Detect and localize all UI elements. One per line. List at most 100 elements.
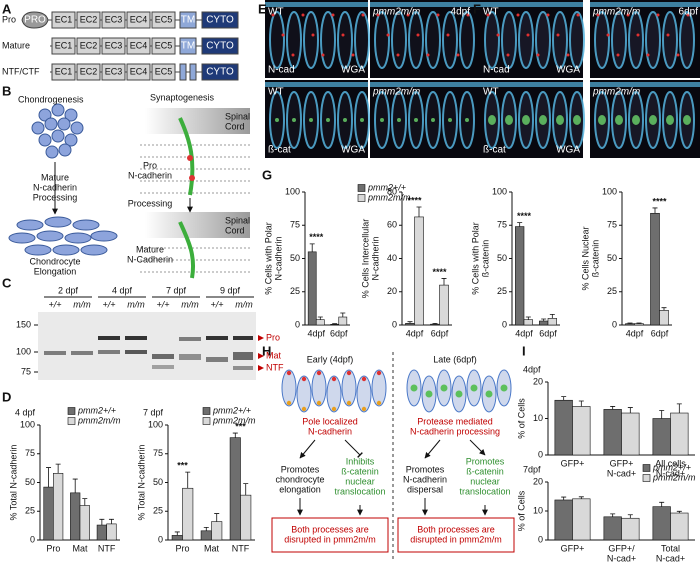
legend-label: pmm2+/+	[367, 182, 406, 192]
cyto-domain	[201, 11, 239, 29]
cell-outline	[408, 11, 424, 69]
ncad-dot	[426, 53, 430, 57]
y-tick-label: 100	[20, 419, 35, 429]
y-axis-label: % Cells with Polar	[263, 222, 273, 295]
label: N-Cadherin	[127, 254, 173, 264]
bar	[307, 251, 317, 326]
bar	[338, 316, 348, 326]
chart-title: 4 dpf	[15, 407, 36, 417]
x-tick-label: N-cad+	[656, 468, 685, 478]
cell-outline	[286, 11, 302, 69]
label: pmm2m/m	[592, 87, 640, 98]
ncad-dot	[436, 13, 440, 17]
phase-title: Late (6dpf)	[433, 354, 477, 364]
perichondrium	[265, 2, 368, 7]
label: Processing	[128, 198, 173, 208]
y-tick-label: 10	[533, 505, 543, 515]
y-tick-label: 100	[148, 419, 163, 429]
label: N-cadherin	[308, 426, 352, 436]
chart-title: 7 dpf	[143, 407, 164, 417]
y-tick-label: 50	[153, 477, 163, 487]
bar	[547, 318, 557, 326]
error-bar	[659, 501, 665, 507]
polar-ncad	[301, 406, 307, 412]
cell-outline	[552, 11, 568, 69]
bar	[523, 319, 533, 326]
domain-label: EC3	[105, 14, 123, 24]
bar	[171, 535, 183, 541]
bar	[330, 324, 340, 326]
label: Spinal	[225, 111, 250, 121]
y-tick-label: 40	[387, 253, 397, 263]
genotype-label: m/m	[73, 299, 91, 309]
elongated-chondrocyte	[64, 232, 92, 244]
ec-domain	[101, 37, 126, 55]
label: nuclear	[470, 476, 500, 486]
stage-label: 4 dpf	[112, 285, 133, 295]
cell-outline	[320, 11, 336, 69]
polar-ncad	[361, 376, 367, 382]
label: pmm2m/m	[372, 87, 420, 98]
y-axis-label: % of Cells	[516, 398, 526, 439]
ncad-dot	[646, 53, 650, 57]
bcat-signal	[343, 118, 347, 122]
error-bar	[108, 518, 114, 524]
polar-ncad	[331, 376, 337, 382]
label: N-cadherin processing	[410, 426, 500, 436]
legend-label: pmm2+/+	[212, 405, 251, 415]
label: Promotes	[406, 464, 445, 474]
ncad-dot	[406, 13, 410, 17]
ncad-dot	[331, 13, 335, 17]
bar	[652, 418, 671, 456]
ncad-dot	[686, 13, 690, 17]
y-tick-label: 75	[290, 220, 300, 230]
error-bar	[203, 526, 209, 531]
genotype-label: m/m	[127, 299, 145, 309]
y-axis-label: % Cells Intercellular	[360, 219, 370, 299]
bar	[70, 492, 81, 541]
error-bar	[627, 322, 633, 324]
legend-label: pmm2m/m	[367, 192, 411, 202]
elongated-chondrocyte	[80, 244, 108, 256]
cell-outline	[594, 11, 610, 69]
cell-outline	[501, 11, 517, 69]
bcat-signal	[414, 118, 418, 122]
error-bar	[561, 396, 567, 401]
bar	[670, 512, 689, 541]
ncad-dot	[676, 53, 680, 57]
bar	[53, 472, 64, 541]
y-tick-label: 0	[612, 319, 617, 329]
polar-ncad	[346, 400, 352, 406]
error-bar	[340, 312, 346, 318]
error-bar	[636, 322, 642, 324]
chondrocyte	[51, 129, 65, 143]
label: Promotes	[281, 464, 320, 474]
ec-domain	[126, 63, 151, 81]
domain-label: CYTO	[206, 15, 234, 26]
label: Mature	[136, 244, 164, 254]
bar	[621, 412, 640, 456]
genotype-label: +/+	[210, 299, 223, 309]
ncad-dot	[321, 53, 325, 57]
chondrocyte	[57, 117, 71, 131]
error-bar	[525, 316, 531, 320]
bar	[650, 212, 660, 326]
label: pmm2m/m	[592, 7, 640, 18]
nuclear-bcat	[500, 384, 508, 392]
process-title: Synaptogenesis	[150, 92, 215, 102]
cell-outline	[518, 11, 534, 69]
y-tick-label: 50	[290, 253, 300, 263]
domain-label: EC2	[80, 40, 98, 50]
bcat-signal	[360, 118, 364, 122]
domain-label: EC2	[80, 14, 98, 24]
y-tick-label: 25	[153, 506, 163, 516]
significance: ****	[309, 232, 324, 242]
y-tick-label: 0	[30, 534, 35, 544]
bcat-signal	[465, 118, 469, 122]
ncad-dot	[566, 53, 570, 57]
panel-h-art	[271, 352, 515, 560]
bar	[621, 517, 640, 541]
ec-domain	[126, 11, 151, 29]
panel-b-art	[52, 108, 250, 279]
